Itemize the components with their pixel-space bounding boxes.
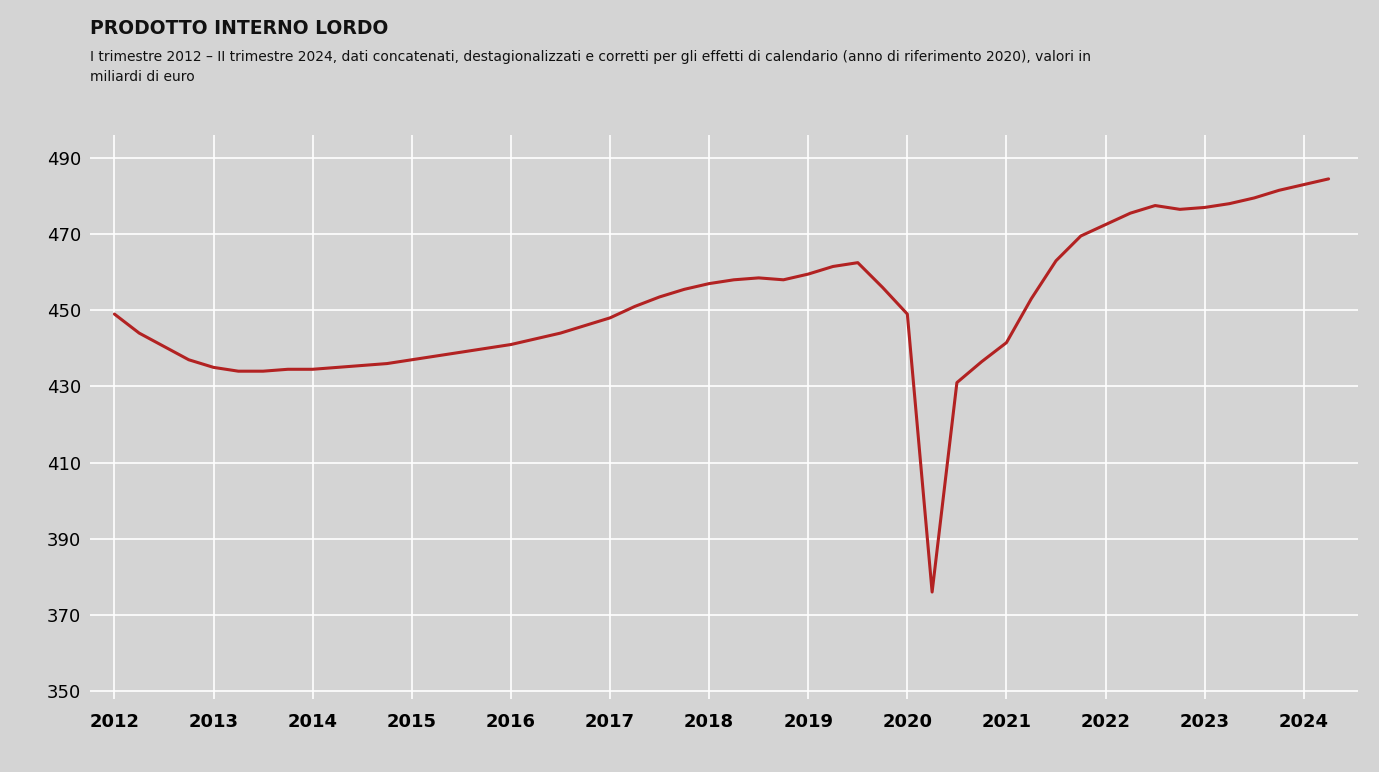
Text: I trimestre 2012 – II trimestre 2024, dati concatenati, destagionalizzati e corr: I trimestre 2012 – II trimestre 2024, da…: [90, 50, 1091, 83]
Text: PRODOTTO INTERNO LORDO: PRODOTTO INTERNO LORDO: [90, 19, 387, 39]
